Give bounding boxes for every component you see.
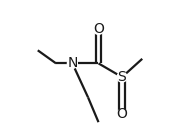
Circle shape (117, 109, 127, 119)
Text: O: O (117, 107, 127, 121)
Text: S: S (118, 70, 126, 84)
Text: O: O (93, 22, 104, 36)
Text: N: N (67, 56, 78, 70)
Circle shape (117, 72, 127, 82)
Circle shape (94, 24, 104, 34)
Circle shape (67, 58, 77, 68)
